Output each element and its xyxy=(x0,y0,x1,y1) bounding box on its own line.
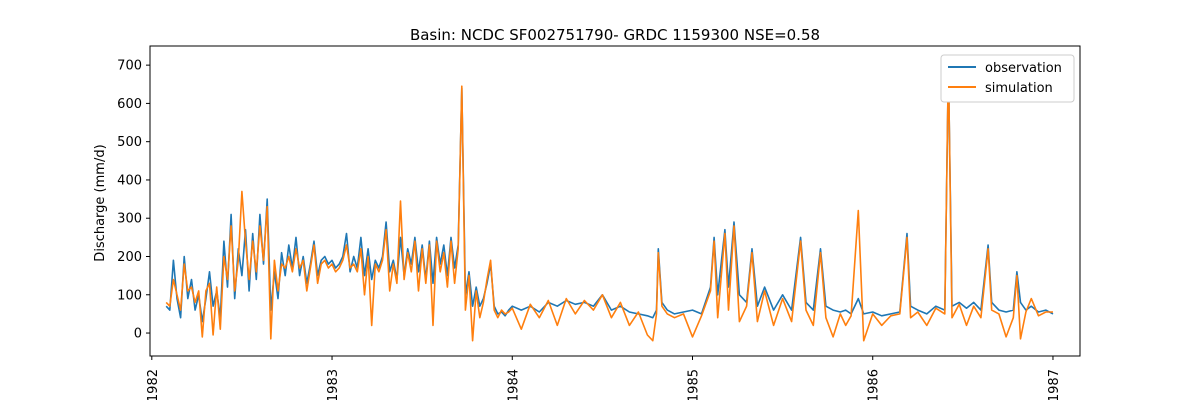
y-tick-label: 700 xyxy=(117,59,142,74)
y-tick-label: 600 xyxy=(117,97,142,112)
plot-area xyxy=(165,60,1054,342)
axes: 0 100 200 300 400 500 600 700 1982 1983 1984 1985 19… xyxy=(117,59,1062,402)
series-line-observation xyxy=(165,64,1054,323)
legend: observation simulation xyxy=(940,54,1075,103)
chart-title: Basin: NCDC SF002751790- GRDC 1159300 NS… xyxy=(410,26,820,44)
x-tick-label: 1983 xyxy=(326,369,341,400)
x-tick-label: 1987 xyxy=(1047,369,1062,400)
series-line-simulation xyxy=(165,60,1053,342)
y-tick-label: 0 xyxy=(134,327,142,342)
y-tick-label: 300 xyxy=(117,212,142,227)
legend-label-simulation: simulation xyxy=(985,81,1053,96)
x-tick-label: 1986 xyxy=(867,369,882,400)
y-tick-label: 500 xyxy=(117,135,142,150)
x-tick-label: 1985 xyxy=(687,369,702,400)
x-tick-label: 1984 xyxy=(506,369,521,400)
y-tick-label: 100 xyxy=(117,288,142,303)
x-tick-label: 1982 xyxy=(146,369,161,400)
y-tick-label: 400 xyxy=(117,173,142,188)
y-axis-label: Discharge (mm/d) xyxy=(93,144,108,261)
plot-frame xyxy=(149,45,1081,357)
legend-label-observation: observation xyxy=(985,61,1062,76)
y-tick-label: 200 xyxy=(117,250,142,265)
